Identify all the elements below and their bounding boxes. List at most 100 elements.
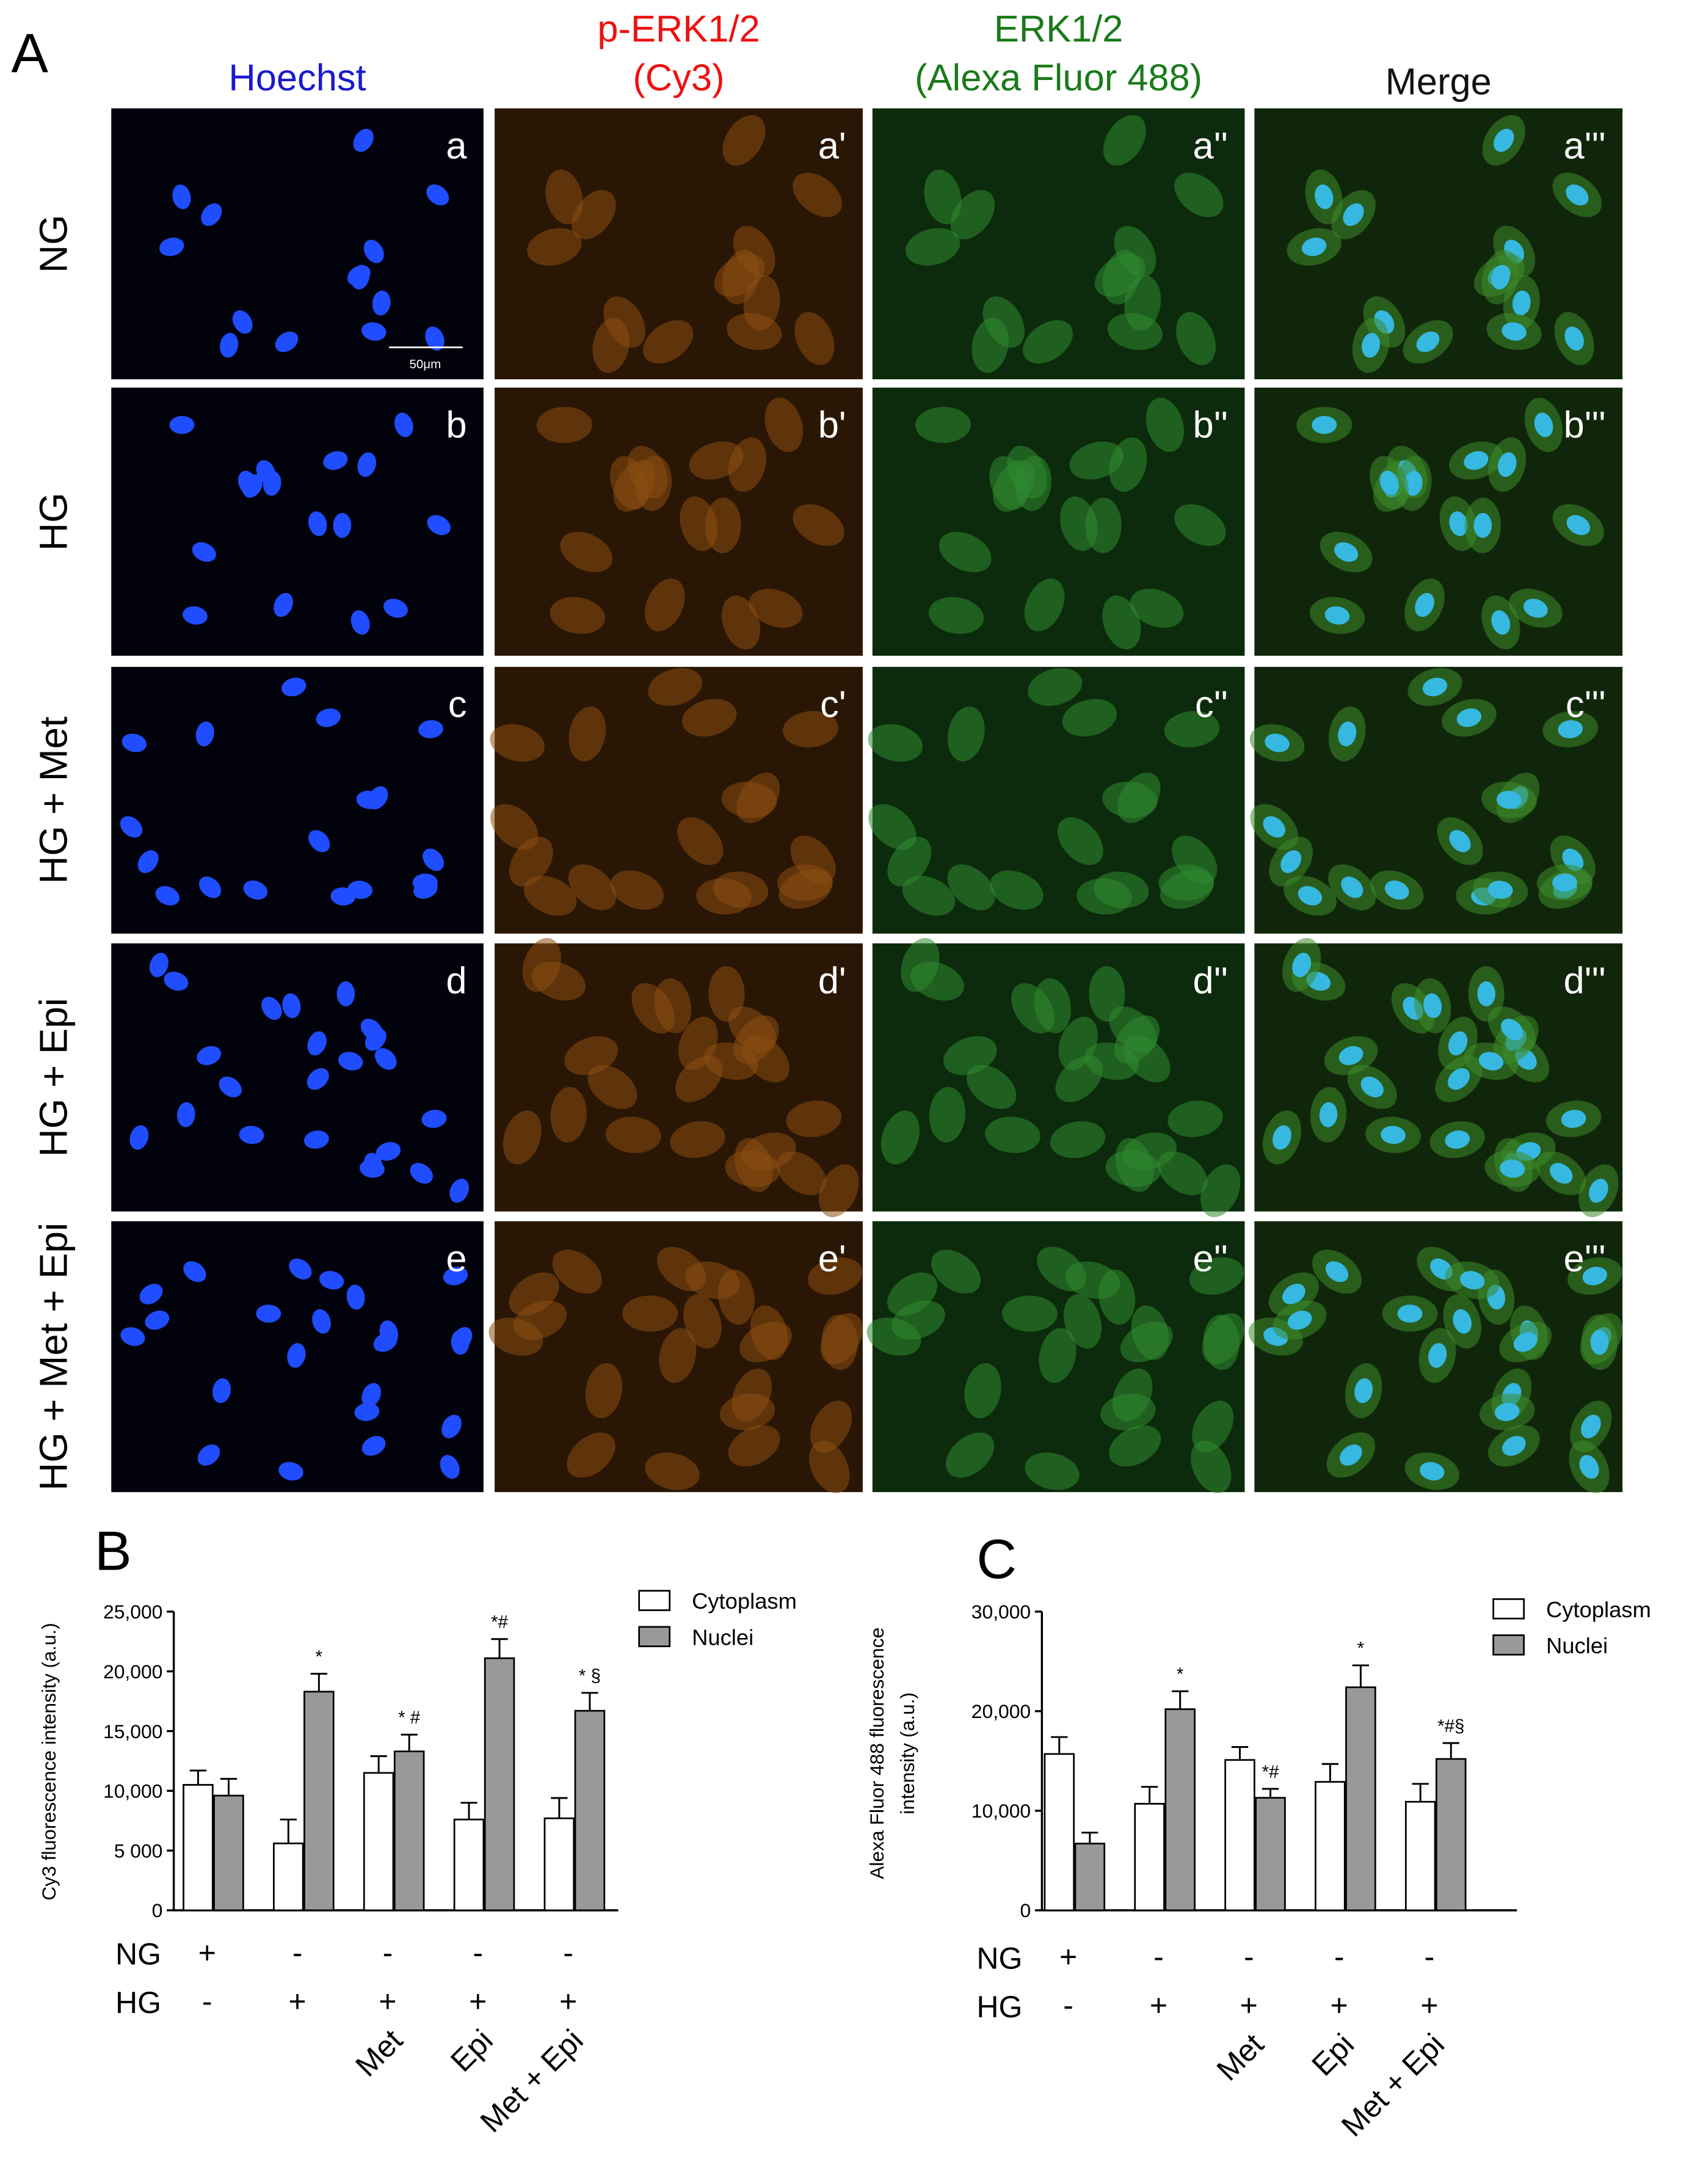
cell <box>901 937 940 992</box>
cell <box>818 1164 859 1217</box>
treatment-sign: + <box>559 1984 577 2018</box>
cell <box>1192 1400 1234 1452</box>
nucleus <box>122 733 147 752</box>
nucleus <box>1415 592 1434 617</box>
nucleus <box>139 1283 163 1305</box>
cell <box>683 1294 722 1349</box>
nucleus <box>373 1332 398 1352</box>
nucleus <box>169 415 195 434</box>
nucleus <box>137 850 159 873</box>
nucleus <box>372 290 391 316</box>
cell <box>764 398 804 453</box>
nucleus <box>1564 326 1585 351</box>
treatment-sign: - <box>1244 1940 1254 1974</box>
treatment-label: NG <box>115 1937 161 1971</box>
bar <box>213 1794 244 1912</box>
nucleus <box>1263 816 1285 838</box>
cell <box>592 318 630 373</box>
nucleus <box>1449 830 1471 853</box>
nucleus <box>281 677 307 697</box>
cell <box>1025 1452 1080 1490</box>
cell <box>550 1087 587 1143</box>
cell <box>783 711 838 748</box>
nucleus <box>1428 1343 1447 1368</box>
cell <box>654 978 691 1033</box>
cell <box>552 1250 602 1294</box>
nucleus <box>239 1126 264 1145</box>
nucleus <box>261 997 282 1020</box>
nucleus <box>289 1258 312 1279</box>
nucleus <box>1561 1110 1586 1128</box>
treatment-sign: + <box>1331 1989 1348 2023</box>
cell <box>1109 1425 1161 1467</box>
panel-sublabel: e' <box>818 1237 846 1279</box>
nucleus <box>1360 1076 1384 1097</box>
bar <box>453 1818 485 1912</box>
nucleus <box>197 1444 220 1466</box>
cell <box>1174 172 1224 217</box>
nucleus <box>426 184 449 206</box>
nucleus <box>412 873 438 892</box>
panel-sublabel: b <box>446 404 467 446</box>
nucleus <box>263 470 281 496</box>
cell <box>645 1452 700 1490</box>
cell <box>929 1087 966 1143</box>
nucleus <box>1319 1102 1338 1127</box>
treatment-sign: - <box>383 1935 393 1970</box>
bar <box>363 1772 394 1912</box>
nucleus <box>164 972 189 991</box>
nucleus <box>1324 606 1350 625</box>
row-label: HG + Epi <box>32 998 75 1157</box>
nucleus <box>1477 981 1495 1006</box>
bar <box>484 1657 515 1912</box>
cell <box>807 1257 863 1295</box>
cell <box>1084 1042 1139 1080</box>
nucleus <box>449 1178 469 1203</box>
nucleus <box>1341 876 1363 898</box>
nucleus <box>1534 412 1553 437</box>
cell <box>950 190 995 239</box>
cell <box>880 1110 920 1165</box>
nucleus <box>361 322 387 341</box>
legend-label: Cytoplasm <box>1546 1597 1651 1622</box>
cell <box>786 1101 842 1137</box>
panel-sublabel: d <box>446 959 467 1002</box>
nucleus <box>376 1142 401 1161</box>
y-tick-label: 25,000 <box>103 1601 162 1623</box>
significance-mark: * <box>316 1647 323 1667</box>
panel-sublabel: a' <box>818 125 846 167</box>
cell <box>1103 115 1146 166</box>
panel-sublabel: a <box>446 125 467 167</box>
row-label: HG + Met <box>32 716 75 884</box>
cell <box>971 318 1009 373</box>
cell <box>1191 1440 1232 1493</box>
cell <box>821 1314 858 1370</box>
nucleus <box>1384 880 1409 900</box>
nucleus <box>1280 850 1302 873</box>
cell <box>928 597 984 634</box>
legend-label: Nuclei <box>1546 1633 1608 1658</box>
x-tick-label: Epi <box>444 2023 499 2078</box>
panel-sublabel: c''' <box>1566 683 1606 726</box>
nucleus <box>323 451 348 470</box>
treatment-label: NG <box>976 1941 1022 1975</box>
cell <box>545 169 583 225</box>
treatment-sign: + <box>1240 1989 1258 2023</box>
panel-sublabel: b' <box>818 404 846 446</box>
treatment-sign: + <box>288 1984 306 2018</box>
cell <box>1050 1121 1106 1159</box>
nucleus <box>346 1284 365 1310</box>
nucleus <box>1445 1130 1470 1149</box>
cell <box>1120 1322 1173 1363</box>
nucleus <box>451 1330 470 1355</box>
treatment-sign: - <box>1153 1940 1164 1974</box>
cell <box>503 1110 542 1165</box>
cell <box>1102 250 1141 305</box>
bar <box>574 1709 606 1912</box>
nucleus <box>354 1402 380 1421</box>
cell <box>509 837 553 887</box>
nucleus <box>1340 1444 1362 1466</box>
nucleus <box>183 1261 206 1283</box>
